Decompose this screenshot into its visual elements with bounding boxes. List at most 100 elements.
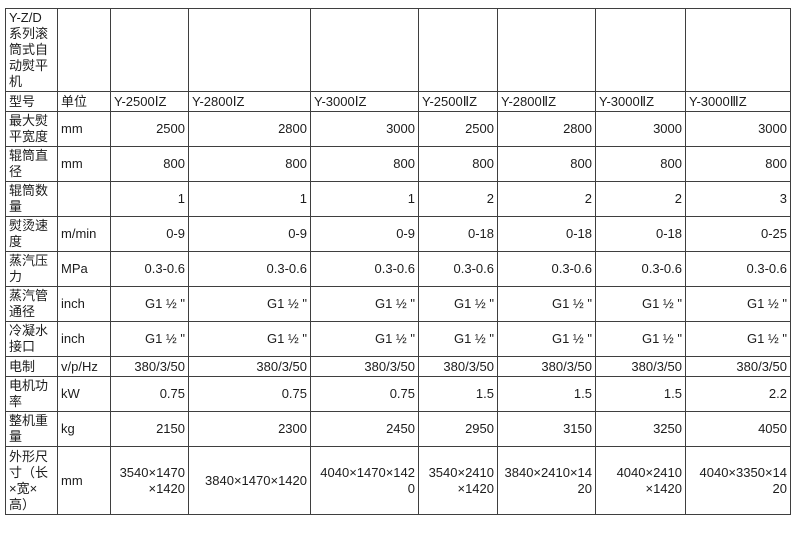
empty-header-cell (497, 8, 596, 92)
spec-row-label: 蒸汽管 通径 (5, 286, 58, 322)
spec-unit-cell: kg (57, 411, 111, 447)
spec-value-cell: 380/3/50 (595, 356, 686, 377)
unit-column-header: 单位 (57, 91, 111, 112)
spec-value-cell: G1 ½ " (310, 286, 419, 322)
model-name-cell: Y-2800ⅡZ (497, 91, 596, 112)
spec-row-label: 辊筒直 径 (5, 146, 58, 182)
spec-value-cell: 2 (418, 181, 498, 217)
spec-value-cell: 2950 (418, 411, 498, 447)
spec-value-cell: 0.3-0.6 (418, 251, 498, 287)
spec-value-cell: 0-18 (418, 216, 498, 252)
spec-value-cell: 3840×2410×14 20 (497, 446, 596, 515)
spec-row-label: 外形尺 寸（长 ×宽× 高） (5, 446, 58, 515)
spec-value-cell: 3 (685, 181, 791, 217)
series-title-cell: Y-Z/D 系列滚 筒式自 动熨平 机 (5, 8, 58, 92)
spec-unit-cell: mm (57, 146, 111, 182)
spec-value-cell: 2450 (310, 411, 419, 447)
spec-value-cell: 800 (497, 146, 596, 182)
spec-value-cell: G1 ½ " (497, 286, 596, 322)
spec-value-cell: 3000 (310, 111, 419, 147)
spec-value-cell: 2500 (418, 111, 498, 147)
spec-table: Y-Z/D 系列滚 筒式自 动熨平 机 型号 单位 Y-2500ⅠZ Y-2800ⅠZ… (5, 8, 791, 515)
spec-value-cell: G1 ½ " (188, 321, 311, 357)
spec-unit-cell: inch (57, 286, 111, 322)
model-name-cell: Y-2500ⅠZ (110, 91, 189, 112)
spec-value-cell: 1.5 (418, 376, 498, 412)
spec-value-cell: G1 ½ " (595, 286, 686, 322)
spec-value-cell: 4040×2410 ×1420 (595, 446, 686, 515)
spec-value-cell: 1 (110, 181, 189, 217)
model-header-row: 型号 单位 Y-2500ⅠZ Y-2800ⅠZ Y-3000ⅠZ Y-2500ⅡZ Y-28… (5, 91, 791, 112)
spec-row: 整机重 量 kg 2150 2300 2450 2950 3150 3250 4050 (5, 411, 791, 447)
spec-value-cell: 380/3/50 (418, 356, 498, 377)
spec-unit-cell: inch (57, 321, 111, 357)
spec-unit-cell: v/p/Hz (57, 356, 111, 377)
spec-value-cell: 380/3/50 (497, 356, 596, 377)
spec-value-cell: 4040×1470×142 0 (310, 446, 419, 515)
spec-unit-cell: mm (57, 111, 111, 147)
spec-value-cell: 800 (188, 146, 311, 182)
spec-value-cell: 2500 (110, 111, 189, 147)
spec-value-cell: 2800 (497, 111, 596, 147)
spec-value-cell: 2150 (110, 411, 189, 447)
series-header-row: Y-Z/D 系列滚 筒式自 动熨平 机 (5, 8, 791, 92)
spec-value-cell: 800 (110, 146, 189, 182)
spec-value-cell: G1 ½ " (418, 286, 498, 322)
spec-unit-cell: MPa (57, 251, 111, 287)
spec-value-cell: 0.3-0.6 (497, 251, 596, 287)
spec-value-cell: 0.75 (110, 376, 189, 412)
spec-value-cell: G1 ½ " (685, 321, 791, 357)
model-name-cell: Y-3000ⅢZ (685, 91, 791, 112)
spec-value-cell: 1 (188, 181, 311, 217)
spec-value-cell: 0.75 (188, 376, 311, 412)
spec-row-label: 蒸汽压 力 (5, 251, 58, 287)
spec-row: 外形尺 寸（长 ×宽× 高） mm 3540×1470 ×1420 3840×1470… (5, 446, 791, 515)
spec-value-cell: 0.3-0.6 (310, 251, 419, 287)
spec-value-cell: 2.2 (685, 376, 791, 412)
spec-value-cell: 800 (595, 146, 686, 182)
spec-value-cell: 4040×3350×14 20 (685, 446, 791, 515)
spec-value-cell: 800 (418, 146, 498, 182)
spec-value-cell: G1 ½ " (418, 321, 498, 357)
spec-value-cell: 0.3-0.6 (110, 251, 189, 287)
spec-value-cell: 0-18 (497, 216, 596, 252)
spec-row: 熨烫速 度 m/min 0-9 0-9 0-9 0-18 0-18 0-18 0-25 (5, 216, 791, 252)
spec-value-cell: 0-9 (310, 216, 419, 252)
spec-row: 冷凝水 接口 inch G1 ½ " G1 ½ " G1 ½ " G1 ½ " G1 ½ "… (5, 321, 791, 357)
spec-value-cell: 1.5 (595, 376, 686, 412)
model-name-cell: Y-3000ⅡZ (595, 91, 686, 112)
spec-value-cell: 2800 (188, 111, 311, 147)
spec-value-cell: 0.3-0.6 (685, 251, 791, 287)
spec-value-cell: 0-25 (685, 216, 791, 252)
model-name-cell: Y-2500ⅡZ (418, 91, 498, 112)
spec-value-cell: 4050 (685, 411, 791, 447)
spec-value-cell: G1 ½ " (110, 286, 189, 322)
spec-value-cell: 2 (595, 181, 686, 217)
spec-value-cell: 0.3-0.6 (188, 251, 311, 287)
spec-row: 蒸汽管 通径 inch G1 ½ " G1 ½ " G1 ½ " G1 ½ " G1 ½ "… (5, 286, 791, 322)
empty-header-cell (418, 8, 498, 92)
spec-row: 电机功 率 kW 0.75 0.75 0.75 1.5 1.5 1.5 2.2 (5, 376, 791, 412)
empty-header-cell (310, 8, 419, 92)
spec-value-cell: 1 (310, 181, 419, 217)
spec-row-label: 最大熨 平宽度 (5, 111, 58, 147)
spec-value-cell: 2 (497, 181, 596, 217)
spec-value-cell: 2300 (188, 411, 311, 447)
spec-row: 辊筒直 径 mm 800 800 800 800 800 800 800 (5, 146, 791, 182)
spec-unit-cell: m/min (57, 216, 111, 252)
spec-value-cell: 3540×2410 ×1420 (418, 446, 498, 515)
spec-value-cell: 0-9 (188, 216, 311, 252)
empty-header-cell (685, 8, 791, 92)
spec-unit-cell: kW (57, 376, 111, 412)
spec-value-cell: 0.75 (310, 376, 419, 412)
spec-row-label: 整机重 量 (5, 411, 58, 447)
empty-header-cell (110, 8, 189, 92)
spec-value-cell: G1 ½ " (685, 286, 791, 322)
spec-value-cell: 3540×1470 ×1420 (110, 446, 189, 515)
row-label-model: 型号 (5, 91, 58, 112)
spec-value-cell: 0-18 (595, 216, 686, 252)
spec-value-cell: 380/3/50 (188, 356, 311, 377)
spec-value-cell: G1 ½ " (188, 286, 311, 322)
spec-value-cell: 800 (685, 146, 791, 182)
spec-unit-cell (57, 181, 111, 217)
